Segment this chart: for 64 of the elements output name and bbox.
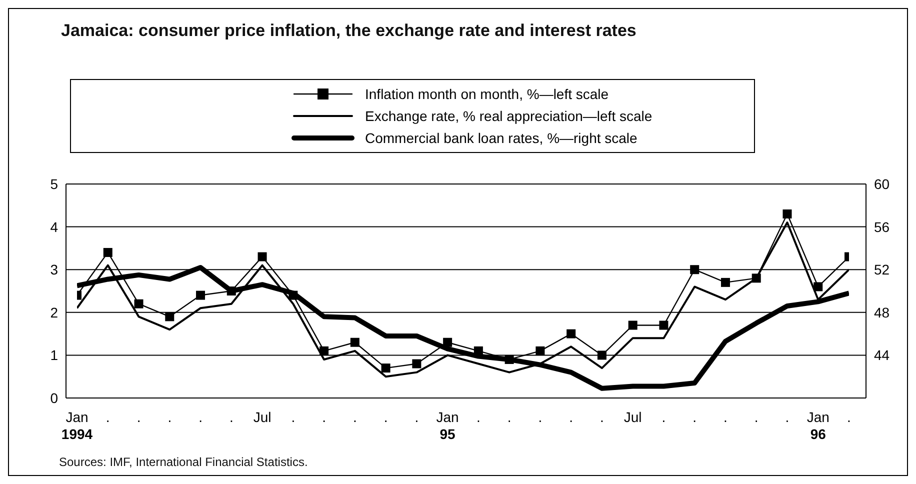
y2-tick-label: 52 <box>874 262 890 278</box>
legend-label: Inflation month on month, %—left scale <box>365 86 609 102</box>
x-tick-label: . <box>384 409 388 425</box>
x-tick-label: . <box>291 409 296 425</box>
y-tick-label: 1 <box>50 347 58 364</box>
x-tick-label: . <box>847 409 851 425</box>
legend-label: Exchange rate, % real appreciation—left scale <box>365 108 652 124</box>
x-tick-label: . <box>229 409 234 425</box>
y-tick-label: 2 <box>50 304 58 320</box>
point <box>782 209 792 218</box>
point <box>597 350 606 360</box>
point <box>134 299 144 308</box>
x-tick-label: . <box>322 409 326 425</box>
x-tick-label: . <box>414 409 419 425</box>
chart-title: Jamaica: consumer price inflation, the exchange rate and interest rates <box>61 21 636 41</box>
point <box>381 364 390 373</box>
x-tick-label: Jul <box>253 409 272 425</box>
y-tick-label: 5 <box>50 176 58 192</box>
x-tick-label: . <box>136 409 141 425</box>
y-tick-label: 0 <box>50 390 58 406</box>
x-tick-label: . <box>507 409 512 425</box>
x-tick-label: . <box>569 409 574 425</box>
point <box>536 346 545 356</box>
y2-tick-label: 48 <box>874 304 890 320</box>
point <box>720 278 730 287</box>
x-tick-label: . <box>352 409 357 425</box>
x-tick-label: . <box>168 409 172 425</box>
y2-tick-label: 56 <box>874 218 890 235</box>
x-tick-label: . <box>198 409 202 425</box>
x-tick-label: . <box>476 409 480 425</box>
x-tick-label: . <box>785 409 790 425</box>
point <box>814 282 823 292</box>
y-tick-label: 3 <box>50 262 58 278</box>
point <box>320 346 329 356</box>
point <box>474 346 483 356</box>
point <box>350 338 360 347</box>
point <box>412 359 422 368</box>
x-tick-label: . <box>600 409 604 425</box>
x-tick-label: Jan 95 <box>436 409 459 442</box>
point <box>752 274 761 283</box>
x-tick-label: . <box>754 409 758 425</box>
legend-label: Commercial bank loan rates, %—right scale <box>365 130 638 146</box>
point <box>288 290 298 300</box>
point <box>659 320 668 330</box>
y2-tick-label: 44 <box>874 347 890 364</box>
point <box>566 329 576 338</box>
x-tick-label: . <box>662 409 666 425</box>
point <box>443 338 452 347</box>
point <box>690 265 700 274</box>
x-tick-label: . <box>692 409 697 425</box>
point <box>165 312 174 322</box>
point <box>196 290 206 300</box>
y-tick-label: 4 <box>50 218 58 235</box>
y2-tick-label: 60 <box>874 176 890 192</box>
x-tick-label: . <box>538 409 542 425</box>
x-tick-label: Jan 1994 <box>61 409 93 442</box>
point <box>628 320 638 330</box>
point <box>258 252 267 262</box>
x-tick-label: . <box>724 409 728 425</box>
x-tick-label: . <box>106 409 110 425</box>
x-tick-label: Jul <box>624 409 642 425</box>
point <box>103 248 112 257</box>
source-note: Sources: IMF, International Financial Statistics. <box>59 455 308 469</box>
x-tick-label: Jan 96 <box>806 409 830 442</box>
